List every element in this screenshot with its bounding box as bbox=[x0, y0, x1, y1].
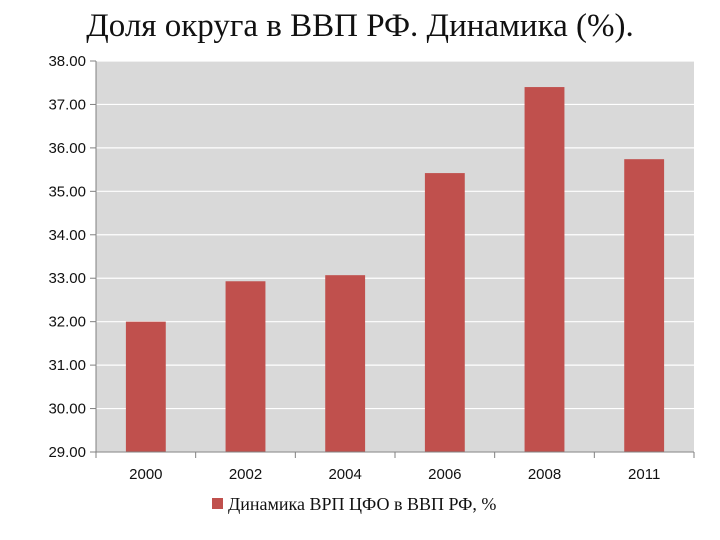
legend: Динамика ВРП ЦФО в ВВП РФ, % bbox=[212, 494, 496, 514]
y-tick-label: 31.00 bbox=[48, 357, 86, 374]
y-tick-label: 36.00 bbox=[48, 140, 86, 157]
x-tick-label: 2004 bbox=[328, 466, 361, 483]
x-tick-label: 2008 bbox=[528, 466, 561, 483]
legend-label: Динамика ВРП ЦФО в ВВП РФ, % bbox=[228, 494, 496, 514]
y-tick-label: 29.00 bbox=[48, 444, 86, 461]
bar-2006 bbox=[424, 173, 465, 452]
bar-2004 bbox=[325, 275, 366, 452]
x-tick-label: 2002 bbox=[229, 466, 262, 483]
x-tick-label: 2006 bbox=[428, 466, 461, 483]
legend-swatch bbox=[212, 498, 223, 509]
x-tick-label: 2011 bbox=[628, 466, 660, 483]
y-tick-label: 34.00 bbox=[48, 227, 86, 244]
y-tick-label: 38.00 bbox=[48, 53, 86, 70]
y-tick-label: 35.00 bbox=[48, 183, 86, 200]
y-tick-label: 33.00 bbox=[48, 270, 86, 287]
bar-2000 bbox=[125, 321, 166, 452]
bars bbox=[125, 87, 665, 453]
x-axis: 2000 2002 2004 2006 2008 2011 bbox=[95, 451, 695, 483]
gridlines bbox=[96, 60, 694, 453]
plot-area bbox=[96, 61, 694, 452]
y-tick-label: 37.00 bbox=[48, 96, 86, 113]
y-axis: 29.00 30.00 31.00 32.00 33.00 34.00 35.00 36.00… bbox=[48, 53, 97, 461]
chart-title: Доля округа в ВВП РФ. Динамика (%). bbox=[86, 8, 634, 44]
y-tick-label: 30.00 bbox=[48, 401, 86, 418]
y-tick-label: 32.00 bbox=[48, 314, 86, 331]
bar-2002 bbox=[225, 281, 266, 452]
bar-2011 bbox=[624, 159, 665, 452]
bar-2008 bbox=[524, 87, 565, 453]
x-tick-label: 2000 bbox=[129, 466, 162, 483]
